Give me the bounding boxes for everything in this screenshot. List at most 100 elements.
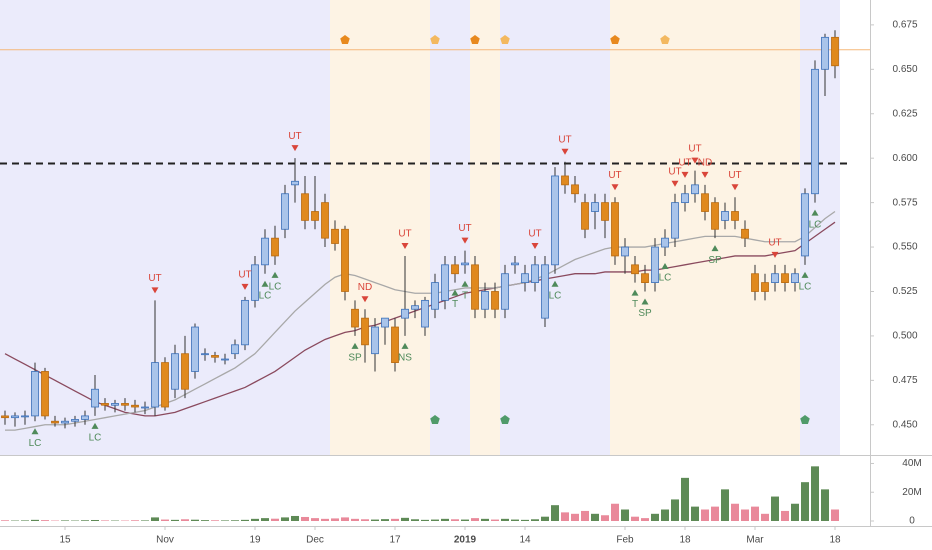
volume-bar (211, 520, 219, 521)
pentagon-marker (500, 35, 510, 45)
candle-body (471, 264, 479, 310)
candle-body (511, 262, 519, 266)
moving-average (5, 210, 836, 431)
candle-body (681, 193, 689, 204)
y-tick-label: 0.475 (892, 375, 917, 386)
candle-body (11, 415, 19, 419)
candle-body (781, 273, 789, 283)
candle-body (671, 202, 679, 239)
signal-label: LC (799, 281, 812, 292)
x-tick-label: 2019 (454, 535, 477, 546)
candle-body (481, 291, 489, 310)
volume-bar (791, 503, 799, 521)
candle-body (281, 193, 289, 230)
volume-bar (661, 509, 669, 521)
candle-body (461, 262, 469, 266)
candle-body (561, 175, 569, 186)
volume-bar (541, 516, 549, 521)
volume-bar (291, 515, 299, 521)
pentagon-marker (660, 35, 670, 45)
signal-label: UT (148, 273, 161, 284)
candle-body (211, 355, 219, 358)
candle-body (111, 403, 119, 406)
volume-bar (771, 496, 779, 521)
y-tick-label: 0.450 (892, 419, 917, 430)
signal-triangle (241, 283, 249, 290)
signal-triangle (361, 296, 369, 303)
pentagon-marker (340, 35, 350, 45)
candle-body (261, 237, 269, 266)
y-tick-label: 0.575 (892, 197, 917, 208)
signal-triangle (771, 251, 779, 258)
pentagon-marker (430, 415, 440, 425)
signal-triangle (731, 184, 739, 191)
candle-body (751, 273, 759, 292)
candle-body (661, 237, 669, 248)
candle-body (311, 211, 319, 221)
volume-bar (811, 466, 819, 521)
shaded-region (430, 0, 470, 455)
signal-triangle (641, 298, 649, 305)
candle-body (691, 184, 699, 195)
signal-label: LC (29, 438, 42, 449)
candle-body (801, 193, 809, 257)
volume-bar (651, 513, 659, 521)
signal-triangle (811, 209, 819, 216)
x-tick-label: 15 (59, 535, 71, 546)
volume-bar (481, 518, 489, 521)
signal-triangle (701, 171, 709, 178)
signal-triangle (681, 171, 689, 178)
volume-bar (101, 520, 109, 521)
signal-label: LC (809, 219, 822, 230)
signal-triangle (801, 271, 809, 278)
candle-body (121, 403, 129, 406)
signal-triangle (551, 280, 559, 287)
candle-body (741, 228, 749, 239)
signal-triangle (291, 145, 299, 152)
volume-bar (631, 516, 639, 521)
volume-bar (221, 520, 229, 521)
signal-triangle (151, 287, 159, 294)
candle-body (771, 273, 779, 283)
candle-body (811, 68, 819, 195)
signal-label: LC (659, 273, 672, 284)
signal-triangle (461, 237, 469, 244)
candle-body (451, 264, 459, 275)
x-tick-label: Mar (746, 535, 764, 546)
candle-body (291, 180, 299, 186)
volume-bar (641, 518, 649, 521)
volume-bar (141, 520, 149, 521)
candle-body (71, 419, 79, 422)
x-tick-label: Nov (156, 535, 174, 546)
volume-bar (381, 519, 389, 521)
signal-triangle (401, 342, 409, 349)
signal-triangle (611, 184, 619, 191)
candle-body (571, 184, 579, 195)
volume-bar (411, 519, 419, 521)
candle-body (181, 353, 189, 390)
signal-label: UT (678, 157, 691, 168)
volume-bar (251, 518, 259, 521)
volume-tick-label: 0 (909, 516, 915, 527)
volume-bar (701, 509, 709, 521)
signal-triangle (351, 342, 359, 349)
volume-bar (781, 510, 789, 521)
candle-body (421, 299, 429, 328)
x-tick-label: 17 (389, 535, 401, 546)
signal-triangle (711, 245, 719, 252)
volume-bar (451, 519, 459, 521)
volume-bar (401, 517, 409, 521)
pentagon-marker (610, 35, 620, 45)
y-tick-label: 0.675 (892, 20, 917, 31)
signal-label: NS (398, 353, 412, 364)
volume-bar (171, 519, 179, 521)
volume-bar (311, 518, 319, 521)
volume-bar (721, 489, 729, 521)
candle-body (31, 371, 39, 417)
candle-body (831, 36, 839, 67)
signal-label: UT (238, 269, 251, 280)
signal-label: T (632, 299, 638, 310)
shaded-region (470, 0, 500, 455)
signal-label: UT (558, 134, 571, 145)
y-tick-label: 0.650 (892, 64, 917, 75)
